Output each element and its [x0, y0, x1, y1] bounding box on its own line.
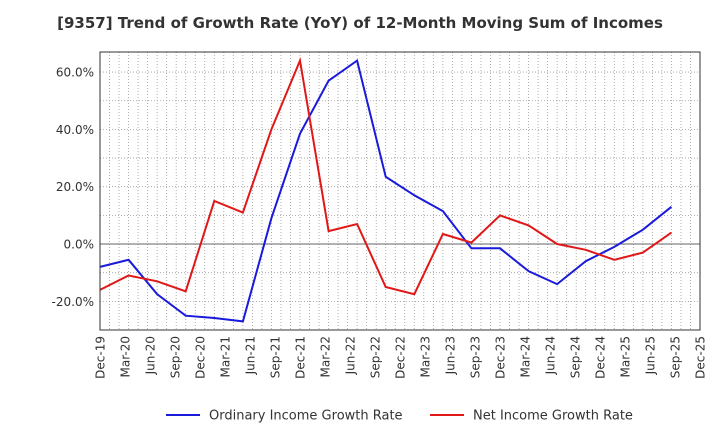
- legend-label-ordinary: Ordinary Income Growth Rate: [209, 409, 403, 424]
- x-tick-label: Sep-20: [169, 336, 183, 378]
- y-tick-label: 0.0%: [64, 238, 95, 252]
- x-tick-label: Mar-23: [419, 336, 433, 377]
- x-tick-label: Jun-25: [644, 336, 658, 375]
- x-tick-label: Dec-24: [594, 336, 608, 379]
- x-tick-label: Jun-22: [344, 336, 358, 375]
- series-lines: [99, 57, 673, 323]
- x-tick-label: Mar-20: [119, 336, 133, 377]
- x-tick-label: Jun-23: [444, 336, 458, 375]
- x-tick-label: Sep-25: [669, 336, 683, 378]
- legend: Ordinary Income Growth Rate Net Income G…: [166, 409, 633, 424]
- x-tick-label: Dec-22: [394, 336, 408, 379]
- x-tick-label: Jun-21: [244, 336, 258, 375]
- x-tick-label: Jun-20: [144, 336, 158, 375]
- y-tick-labels: -20.0% 0.0% 20.0% 40.0% 60.0%: [52, 66, 94, 309]
- y-tick-label: 20.0%: [56, 180, 94, 194]
- x-tick-label: Sep-21: [269, 336, 283, 378]
- series-line-1: [99, 57, 672, 296]
- plot-frame: [99, 51, 701, 331]
- x-tick-label: Dec-21: [294, 336, 308, 379]
- x-tick-label: Dec-19: [94, 336, 108, 379]
- x-tick-label: Sep-22: [369, 336, 383, 378]
- x-tick-label: Sep-24: [569, 336, 583, 378]
- chart-title: [9357] Trend of Growth Rate (YoY) of 12-…: [57, 14, 663, 32]
- x-tick-label: Dec-23: [494, 336, 508, 379]
- x-tick-label: Mar-21: [219, 336, 233, 377]
- x-tick-label: Mar-22: [319, 336, 333, 377]
- x-tick-label: Dec-25: [694, 336, 708, 379]
- x-tick-label: Mar-24: [519, 336, 533, 377]
- y-tick-label: -20.0%: [52, 295, 94, 309]
- x-tick-label: Mar-25: [619, 336, 633, 377]
- legend-label-net: Net Income Growth Rate: [473, 409, 633, 424]
- x-tick-label: Jun-24: [544, 336, 558, 375]
- series-line-0: [99, 58, 673, 323]
- grid: [100, 52, 700, 330]
- y-tick-label: 40.0%: [56, 123, 94, 137]
- x-tick-labels: Dec-19 Mar-20 Jun-20 Sep-20 Dec-20 Mar-21 Jun-…: [94, 336, 708, 379]
- x-tick-label: Sep-23: [469, 336, 483, 378]
- x-tick-label: Dec-20: [194, 336, 208, 379]
- y-tick-label: 60.0%: [56, 66, 94, 80]
